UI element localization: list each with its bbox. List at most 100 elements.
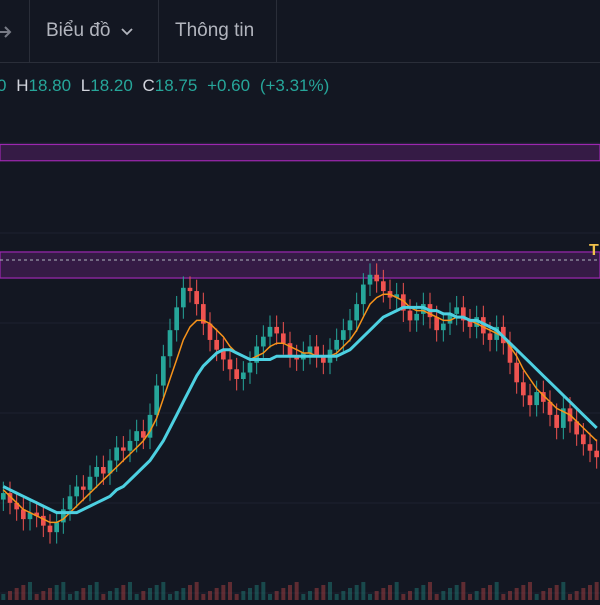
candle-body — [514, 362, 519, 383]
volume-bar — [454, 585, 459, 600]
candle-body — [7, 493, 13, 503]
candle-body — [261, 336, 266, 347]
ohlc-high-label: H — [16, 76, 29, 95]
tab-chart[interactable]: Biểu đồ — [46, 0, 134, 62]
volume-bar — [21, 585, 26, 600]
volume-bar — [314, 588, 319, 600]
candle-body — [114, 447, 119, 461]
arrow-right-icon[interactable] — [0, 22, 16, 42]
candle-body — [487, 333, 493, 340]
volume-bar — [434, 594, 439, 600]
volume-bar — [148, 588, 152, 600]
candle-body — [147, 414, 153, 438]
volume-bar — [341, 591, 346, 600]
candle-body — [34, 512, 39, 516]
candle-body — [74, 486, 79, 497]
ohlc-change-pct: (+3.31%) — [259, 76, 330, 95]
candle-body — [581, 434, 586, 445]
candle-body — [174, 307, 179, 331]
chart-canvas[interactable] — [0, 63, 600, 600]
volume-bar — [14, 588, 19, 600]
chevron-down-icon — [121, 28, 134, 36]
candle-body — [54, 522, 59, 533]
volume-bar — [181, 588, 186, 600]
volume-bar — [28, 582, 32, 600]
candle-body — [67, 496, 73, 510]
volume-bar — [254, 585, 259, 600]
candle-body — [381, 281, 386, 292]
candle-body — [354, 304, 359, 321]
volume-bar — [108, 591, 112, 600]
ohlc-close-value: 18.75 — [154, 76, 198, 95]
candle-body — [227, 359, 233, 370]
candle-body — [1, 493, 6, 500]
candle-body — [341, 330, 346, 340]
candle-body — [281, 333, 286, 344]
volume-bar — [94, 582, 99, 600]
candle-body — [127, 440, 133, 451]
volume-bar — [534, 594, 539, 600]
candle-body — [434, 317, 439, 331]
candle-body — [287, 343, 293, 357]
candle-body — [454, 307, 459, 314]
right-edge-label: T — [589, 242, 599, 259]
volume-bar — [294, 582, 299, 600]
toolbar-divider — [29, 0, 30, 62]
volume-bar — [174, 591, 179, 600]
volume-bar — [381, 588, 386, 600]
volume-bar — [234, 594, 239, 600]
candle-body — [294, 356, 299, 360]
candle-body — [447, 313, 453, 324]
candle-body — [527, 395, 533, 406]
candle-body — [401, 294, 406, 311]
candle-body — [107, 460, 113, 474]
candle-body — [561, 408, 566, 428]
candle-body — [101, 467, 106, 474]
candle-body — [521, 382, 526, 396]
candle-body — [47, 525, 53, 533]
volume-bar — [321, 585, 326, 600]
volume-bar — [201, 594, 206, 600]
volume-bar — [368, 594, 372, 600]
volume-bar — [574, 591, 579, 600]
volume-bar — [461, 582, 466, 600]
candle-body — [201, 304, 206, 324]
candle-body — [461, 307, 466, 321]
volume-bar — [228, 582, 232, 600]
candle-body — [587, 444, 593, 451]
price-chart[interactable] — [0, 63, 600, 600]
volume-bar — [281, 588, 286, 600]
candle-body — [507, 343, 513, 363]
candle-body — [321, 356, 326, 363]
candle-body — [414, 313, 419, 321]
volume-bar — [488, 585, 492, 600]
volume-bar — [448, 588, 452, 600]
candle-body — [594, 450, 599, 458]
candle-body — [441, 323, 446, 331]
candle-body — [307, 346, 313, 353]
volume-bar — [561, 582, 566, 600]
volume-bar — [81, 588, 86, 600]
volume-bar — [48, 588, 52, 600]
candle-body — [467, 320, 473, 327]
volume-bar — [194, 582, 199, 600]
volume-bar — [388, 585, 392, 600]
candle-body — [374, 274, 379, 282]
candle-body — [361, 284, 366, 305]
ohlc-close-label: C — [142, 76, 155, 95]
candle-body — [221, 349, 226, 360]
candle-body — [21, 509, 26, 520]
volume-bar — [348, 588, 352, 600]
volume-bar — [421, 585, 426, 600]
volume-bar — [41, 591, 46, 600]
candle-body — [241, 372, 246, 380]
tab-chart-label: Biểu đồ — [46, 20, 111, 41]
volume-bar — [334, 594, 339, 600]
volume-bar — [581, 588, 586, 600]
candle-body — [547, 401, 553, 415]
volume-bar — [354, 585, 359, 600]
volume-bar — [241, 591, 246, 600]
tab-info[interactable]: Thông tin — [175, 0, 254, 62]
resistance-zone-lower — [0, 251, 600, 279]
ma-fast-line — [2, 293, 598, 524]
